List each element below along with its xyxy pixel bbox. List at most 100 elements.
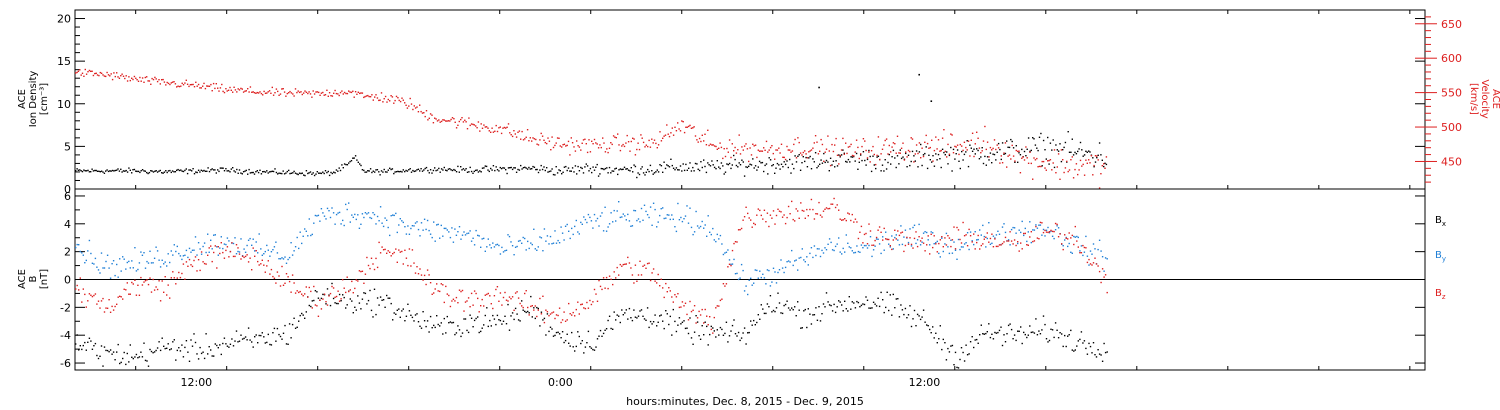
velocity-point xyxy=(114,75,116,78)
bx-point xyxy=(830,304,832,307)
density-point xyxy=(518,169,521,171)
bz-point xyxy=(200,251,203,253)
velocity-point xyxy=(367,94,369,97)
velocity-point xyxy=(614,136,616,138)
bz-point xyxy=(657,273,659,276)
bx-point xyxy=(480,330,482,333)
by-point xyxy=(94,257,97,260)
by-point xyxy=(915,242,917,245)
by-point xyxy=(354,213,356,216)
density-point xyxy=(494,169,496,172)
density-point xyxy=(85,170,88,172)
bx-point xyxy=(146,360,148,362)
bz-point xyxy=(340,298,342,300)
velocity-point xyxy=(275,88,278,90)
density-point xyxy=(303,174,305,176)
bz-point xyxy=(745,206,747,208)
bx-point xyxy=(689,317,691,319)
by-point xyxy=(144,267,147,269)
by-point xyxy=(910,245,913,247)
density-point xyxy=(976,148,978,150)
density-point xyxy=(1085,150,1087,152)
by-point xyxy=(698,227,700,229)
density-point xyxy=(406,170,409,172)
velocity-point xyxy=(790,151,792,153)
b-axis-label: ACE B [nT] xyxy=(17,269,50,289)
density-point xyxy=(79,169,81,171)
bz-point xyxy=(834,206,837,209)
velocity-point xyxy=(873,153,875,156)
bx-point xyxy=(880,291,882,294)
velocity-point xyxy=(462,121,465,123)
bz-point xyxy=(765,221,767,223)
density-point xyxy=(832,160,835,162)
velocity-point xyxy=(765,140,768,143)
bz-point xyxy=(882,239,884,241)
by-point xyxy=(275,241,277,243)
bz-point xyxy=(575,308,577,311)
by-point xyxy=(1018,229,1020,231)
b-tick-label: 2 xyxy=(64,246,71,259)
bx-point xyxy=(601,335,603,337)
density-point xyxy=(607,172,609,174)
by-point xyxy=(784,266,787,269)
by-point xyxy=(112,260,115,262)
bx-point xyxy=(163,345,165,347)
velocity-point xyxy=(539,139,541,141)
density-point xyxy=(256,170,258,172)
velocity-point xyxy=(278,94,280,96)
by-point xyxy=(140,251,142,253)
velocity-point xyxy=(267,91,269,93)
velocity-point xyxy=(565,145,567,147)
velocity-point xyxy=(895,152,897,154)
bz-point xyxy=(452,298,455,300)
bx-point xyxy=(504,315,506,317)
bx-point xyxy=(123,351,125,354)
velocity-point xyxy=(1088,159,1090,161)
density-point xyxy=(752,158,754,160)
density-point xyxy=(380,170,383,172)
bz-point xyxy=(1059,233,1061,235)
density-point xyxy=(692,166,694,169)
by-point xyxy=(542,250,544,252)
velocity-point xyxy=(460,118,462,121)
velocity-point xyxy=(1056,166,1058,168)
bx-point xyxy=(816,319,819,321)
density-point xyxy=(666,164,668,166)
by-point xyxy=(589,216,591,219)
by-point xyxy=(1101,256,1104,258)
by-point xyxy=(833,249,835,252)
density-point xyxy=(238,169,241,171)
bx-point xyxy=(229,343,232,345)
bx-point xyxy=(681,321,684,323)
bx-point xyxy=(586,342,588,344)
density-point xyxy=(939,158,941,160)
bz-point xyxy=(275,282,277,284)
by-point xyxy=(880,252,882,255)
bx-point xyxy=(985,332,987,335)
velocity-point xyxy=(769,146,772,149)
bz-point xyxy=(109,311,112,313)
bz-point xyxy=(625,263,627,265)
bx-point xyxy=(580,342,582,345)
bx-point xyxy=(1089,345,1092,348)
density-point xyxy=(547,171,549,173)
bx-point xyxy=(994,331,996,334)
bx-point xyxy=(1024,333,1026,336)
by-point xyxy=(612,221,614,223)
velocity-point xyxy=(349,91,351,93)
velocity-point xyxy=(1014,160,1016,162)
by-point xyxy=(963,243,966,245)
velocity-point xyxy=(761,150,764,152)
by-point xyxy=(719,234,722,237)
bx-point xyxy=(294,327,297,329)
density-point xyxy=(589,167,592,170)
velocity-point xyxy=(368,95,370,98)
bz-point xyxy=(94,293,97,295)
velocity-point xyxy=(1068,169,1071,171)
velocity-point xyxy=(719,142,721,144)
velocity-point xyxy=(247,88,249,90)
bz-point xyxy=(351,280,353,283)
by-point xyxy=(900,225,902,227)
bx-point xyxy=(1003,334,1005,336)
